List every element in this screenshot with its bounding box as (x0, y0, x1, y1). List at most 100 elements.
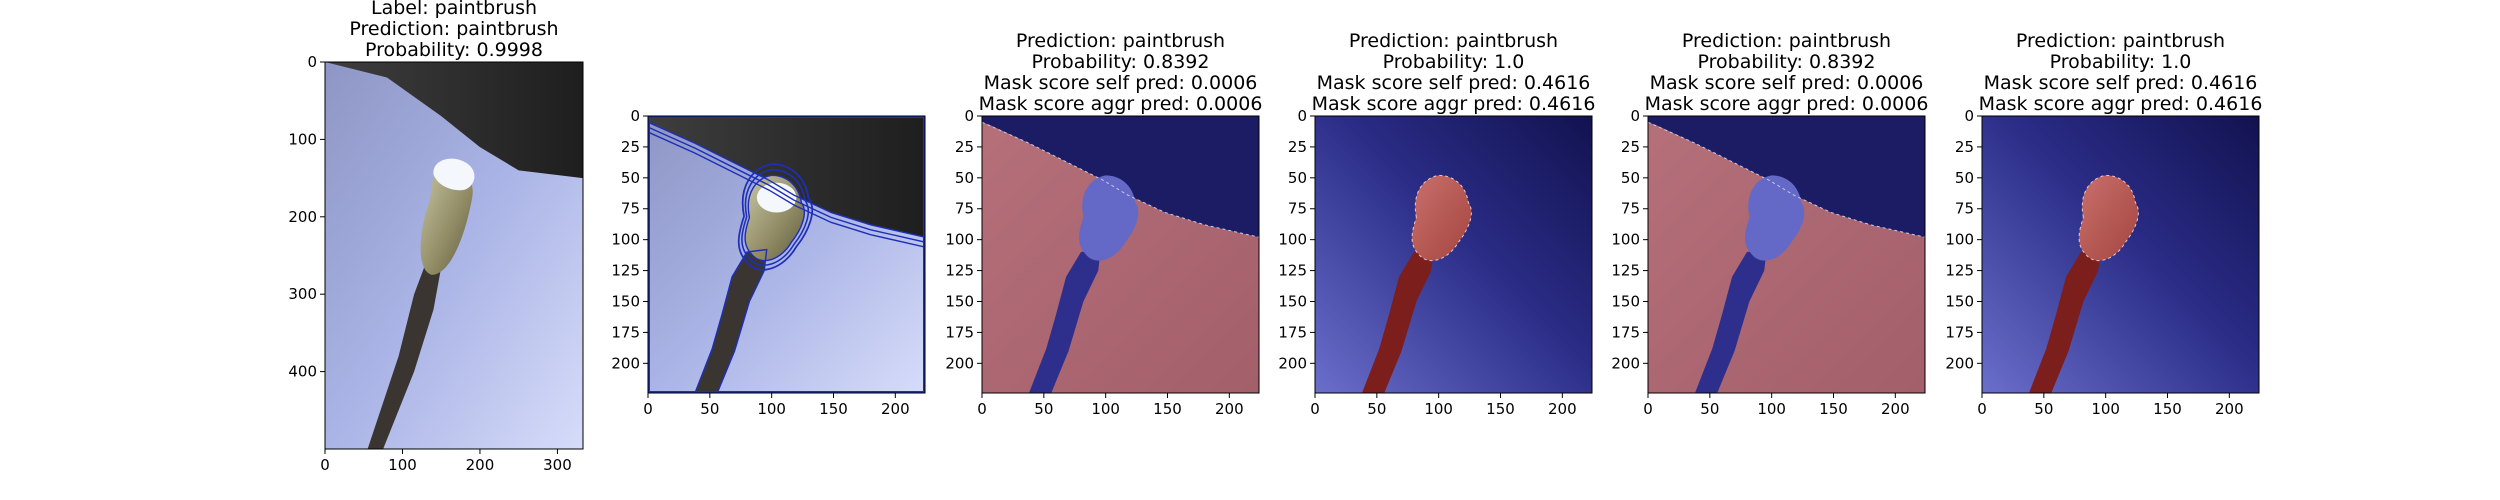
y-tick-label: 0 (964, 107, 974, 125)
y-tick-label: 150 (1611, 292, 1640, 310)
contour-line (737, 163, 814, 271)
x-tick-label: 200 (1548, 400, 1577, 418)
catkin (420, 162, 473, 275)
mask-contour (2078, 174, 2139, 262)
y-tick-label: 25 (1955, 138, 1974, 156)
x-tick-label: 50 (700, 400, 719, 418)
y-tick-label: 75 (955, 200, 974, 218)
y-tick-label: 125 (945, 262, 974, 280)
panel-title-line: Mask score aggr pred: 0.4616 (1979, 93, 2263, 115)
mask-stem (2028, 249, 2101, 393)
x-tick-label: 100 (1757, 400, 1786, 418)
y-tick-label: 100 (945, 231, 974, 249)
y-tick-label: 150 (1945, 292, 1974, 310)
y-tick-label: 175 (611, 323, 640, 341)
panel-image (982, 116, 1259, 393)
x-tick-label: 0 (1310, 400, 1320, 418)
panel-4: 0 50 100 150 200 0 25 50 75 100 125 150 175 200 Predic… (1278, 30, 1595, 418)
y-tick-label: 200 (1278, 354, 1307, 372)
y-tick-label: 175 (1611, 323, 1640, 341)
x-tick-label: 200 (1215, 400, 1244, 418)
x-tick-label: 0 (320, 456, 330, 474)
y-tick-label: 125 (1611, 262, 1640, 280)
y-tick-label: 0 (307, 53, 317, 71)
axes-frame (1314, 115, 1593, 394)
x-tick-label: 200 (2215, 400, 2244, 418)
mask-bud (1412, 175, 1472, 261)
dark-corner (325, 62, 583, 179)
panel-image (325, 62, 583, 449)
panel-image (1982, 116, 2259, 393)
panel-image (648, 116, 925, 393)
x-tick-label: 150 (1819, 400, 1848, 418)
panel-title-line: Probability: 0.8392 (1698, 51, 1876, 73)
mask-dark-region (1648, 116, 1925, 238)
y-tick-label: 200 (1611, 354, 1640, 372)
mask-background (1315, 116, 1592, 393)
panel-title-line: Mask score aggr pred: 0.4616 (1312, 93, 1596, 115)
panel-2: 0 50 100 150 200 0 25 50 75 100 125 150 175 200 (611, 107, 926, 418)
y-tick-label: 100 (611, 231, 640, 249)
stem (694, 249, 767, 393)
y-tick-label: 50 (955, 169, 974, 187)
y-tick-label: 100 (1945, 231, 1974, 249)
y-tick-label: 25 (1288, 138, 1307, 156)
contour-line (741, 168, 810, 266)
y-tick-label: 25 (621, 138, 640, 156)
y-tick-label: 150 (611, 292, 640, 310)
x-tick-label: 150 (819, 400, 848, 418)
panel-6: 0 50 100 150 200 0 25 50 75 100 125 150 175 200 Predic… (1945, 30, 2262, 418)
panel-title-line: Mask score self pred: 0.4616 (1984, 72, 2258, 94)
mask-dark-region (982, 116, 1259, 238)
bud-tip (433, 158, 475, 191)
axes-frame (647, 115, 926, 394)
x-tick-label: 100 (388, 456, 417, 474)
y-tick-label: 175 (945, 323, 974, 341)
y-tick-label: 200 (611, 354, 640, 372)
panel-title-line: Mask score aggr pred: 0.0006 (1645, 93, 1929, 115)
y-tick-label: 50 (1621, 169, 1640, 187)
panel-title-line: Probability: 0.8392 (1032, 51, 1210, 73)
panel-5: 0 50 100 150 200 0 25 50 75 100 125 150 175 200 Predic… (1611, 30, 1928, 418)
x-tick-label: 50 (1034, 400, 1053, 418)
panel-3: 0 50 100 150 200 0 25 50 75 100 125 150 175 200 Predic… (945, 30, 1262, 418)
x-tick-label: 100 (2091, 400, 2120, 418)
y-tick-label: 125 (1278, 262, 1307, 280)
x-tick-label: 150 (1486, 400, 1515, 418)
contour-line (648, 126, 925, 243)
panel-1: 0 100 200 300 0 100 200 300 400 Label: paintbrush… (288, 0, 584, 474)
panel-title-line: Mask score self pred: 0.0006 (1650, 72, 1924, 94)
y-tick-label: 75 (1621, 200, 1640, 218)
y-tick-label: 0 (1630, 107, 1640, 125)
y-tick-label: 200 (288, 208, 317, 226)
y-tick-label: 50 (1288, 169, 1307, 187)
panel-title-line: Probability: 1.0 (1383, 51, 1525, 73)
stem (367, 263, 442, 449)
mask-stem (1361, 249, 1434, 393)
y-tick-label: 100 (288, 130, 317, 148)
y-tick-label: 100 (1611, 231, 1640, 249)
x-tick-label: 200 (466, 456, 495, 474)
panel-title-line: Mask score self pred: 0.4616 (1317, 72, 1591, 94)
panel-title-line: Mask score aggr pred: 0.0006 (979, 93, 1263, 115)
axes-frame (324, 61, 584, 450)
panel-image (1648, 116, 1925, 393)
contour-line (648, 116, 925, 393)
x-tick-label: 200 (1881, 400, 1910, 418)
mask-bud (1079, 175, 1139, 261)
y-tick-label: 0 (630, 107, 640, 125)
mask-background (1982, 116, 2259, 393)
y-tick-label: 175 (1278, 323, 1307, 341)
axes-frame (981, 115, 1260, 394)
y-tick-label: 0 (1964, 107, 1974, 125)
panel-title-line: Prediction: paintbrush (1016, 30, 1225, 52)
dark-corner (648, 116, 925, 238)
y-tick-label: 175 (1945, 323, 1974, 341)
y-tick-label: 75 (1288, 200, 1307, 218)
y-tick-label: 50 (621, 169, 640, 187)
x-tick-label: 150 (2153, 400, 2182, 418)
y-tick-label: 200 (1945, 354, 1974, 372)
x-tick-label: 0 (1643, 400, 1653, 418)
y-tick-label: 400 (288, 363, 317, 381)
y-tick-label: 25 (1621, 138, 1640, 156)
